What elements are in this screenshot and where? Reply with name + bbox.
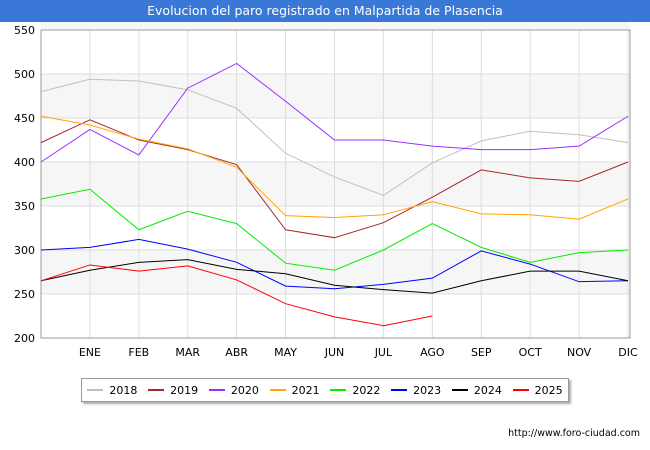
legend-label: 2020 bbox=[230, 383, 259, 397]
legend-swatch bbox=[391, 389, 408, 391]
y-tick-label: 350 bbox=[14, 200, 35, 213]
legend-item-2022: 2022 bbox=[330, 384, 380, 397]
x-tick-label: NOV bbox=[567, 346, 592, 359]
grid-band bbox=[41, 162, 630, 206]
legend-swatch bbox=[330, 389, 347, 391]
legend-item-2025: 2025 bbox=[512, 383, 563, 397]
series-line-2023 bbox=[40, 238, 629, 290]
x-tick-label: SEP bbox=[471, 346, 492, 359]
legend-label: 2018 bbox=[109, 383, 138, 397]
series-line-2019 bbox=[40, 119, 629, 239]
x-tick-label: JUN bbox=[324, 346, 345, 359]
plot-border bbox=[40, 29, 631, 339]
x-tick-label: DIC bbox=[618, 346, 638, 359]
y-tick-label: 250 bbox=[14, 288, 35, 301]
legend-item-2020: 2020 bbox=[208, 383, 259, 397]
legend-swatch bbox=[87, 389, 104, 391]
series-line-2021 bbox=[40, 115, 629, 220]
x-tick-label: JUL bbox=[374, 346, 393, 359]
legend-swatch bbox=[269, 389, 286, 391]
legend: 2018 2019 2020 2021 2022 2023 2024 2025 bbox=[81, 378, 569, 402]
legend-label: 2025 bbox=[534, 383, 563, 397]
grid-band bbox=[41, 250, 630, 294]
legend-label: 2024 bbox=[473, 383, 502, 397]
chart-title: Evolucion del paro registrado en Malpart… bbox=[0, 0, 650, 22]
x-tick-label: OCT bbox=[519, 346, 542, 359]
series-line-2025 bbox=[40, 264, 433, 327]
legend-label: 2021 bbox=[291, 383, 320, 397]
legend-swatch bbox=[148, 389, 165, 391]
x-tick-label: ENE bbox=[79, 346, 101, 359]
legend-item-2019: 2019 bbox=[148, 384, 198, 397]
series-line-2024 bbox=[40, 259, 629, 294]
y-tick-label: 200 bbox=[14, 332, 35, 345]
y-tick-label: 500 bbox=[14, 68, 35, 81]
legend-label: 2022 bbox=[352, 383, 381, 397]
legend-swatch bbox=[451, 389, 468, 391]
series-line-2018 bbox=[40, 78, 629, 196]
legend-item-2018: 2018 bbox=[87, 384, 137, 397]
x-tick-label: MAR bbox=[175, 346, 200, 359]
x-tick-label: MAY bbox=[274, 346, 297, 359]
legend-label: 2023 bbox=[413, 383, 442, 397]
legend-item-2024: 2024 bbox=[451, 383, 502, 397]
legend-swatch bbox=[512, 389, 529, 391]
legend-label: 2019 bbox=[170, 383, 199, 397]
x-tick-label: FEB bbox=[128, 346, 149, 359]
legend-swatch bbox=[208, 389, 225, 391]
legend-item-2023: 2023 bbox=[391, 384, 441, 397]
y-tick-label: 450 bbox=[14, 112, 35, 125]
series-line-2020 bbox=[40, 62, 629, 163]
y-tick-label: 550 bbox=[14, 24, 35, 37]
x-tick-label: AGO bbox=[420, 346, 445, 359]
source-link[interactable]: http://www.foro-ciudad.com bbox=[508, 428, 640, 439]
x-tick-label: ABR bbox=[225, 346, 248, 359]
y-tick-label: 400 bbox=[14, 156, 35, 169]
legend-item-2021: 2021 bbox=[269, 383, 320, 397]
series-line-2022 bbox=[40, 188, 629, 271]
y-tick-label: 300 bbox=[14, 244, 35, 257]
